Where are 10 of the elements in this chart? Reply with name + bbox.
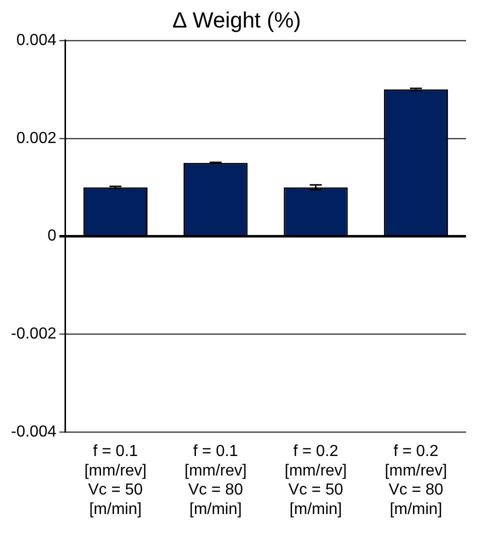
y-tick-label: -0.004 — [10, 424, 56, 441]
y-tick-label: 0.004 — [16, 32, 56, 49]
chart-title: ∆ Weight (%) — [173, 7, 301, 32]
y-tick-label: 0.002 — [16, 130, 56, 147]
x-tick-label: f = 0.1 [mm/rev] Vc = 80 [m/min] — [184, 443, 247, 518]
y-tick-label: 0 — [47, 228, 56, 245]
x-tick-label: f = 0.1 [mm/rev] Vc = 50 [m/min] — [84, 443, 147, 518]
x-tick-label: f = 0.2 [mm/rev] Vc = 80 [m/min] — [384, 443, 448, 518]
x-tick-label: f = 0.2 [mm/rev] Vc = 50 [m/min] — [284, 443, 347, 518]
y-tick-label: -0.002 — [10, 326, 56, 343]
